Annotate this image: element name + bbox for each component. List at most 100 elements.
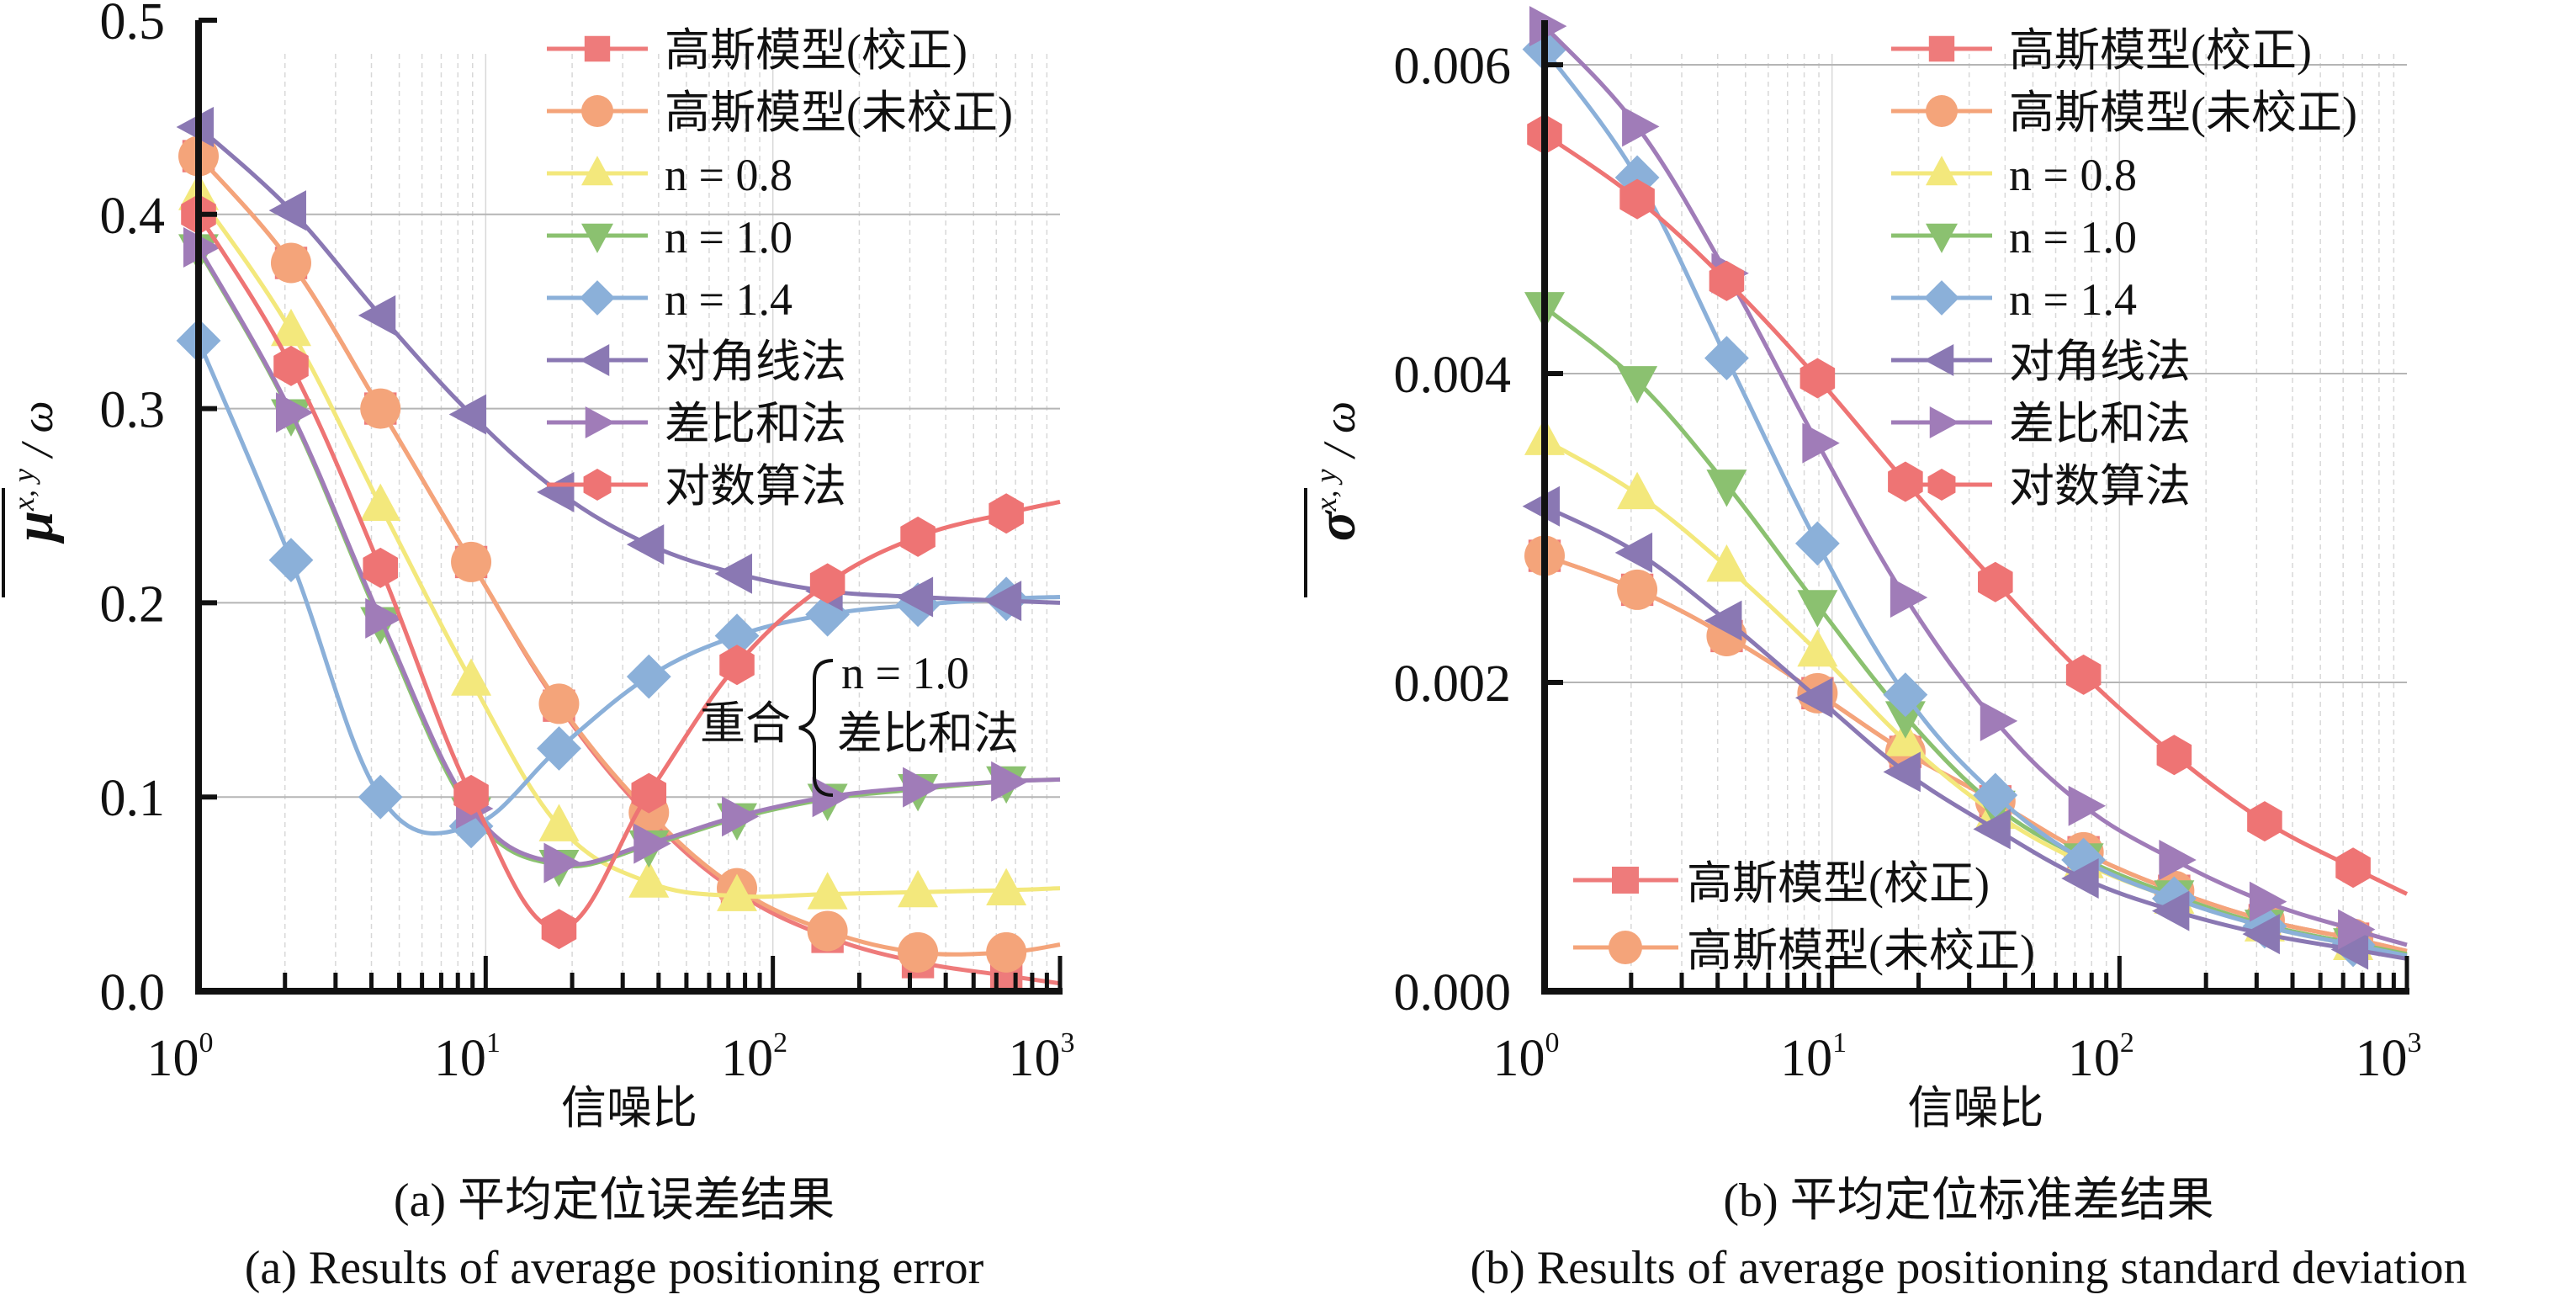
data-point-diamond — [537, 726, 581, 771]
data-point-triangle-left — [1522, 486, 1560, 527]
data-point-diamond — [714, 613, 760, 659]
legend-item: 差比和法 — [547, 399, 846, 449]
data-point-circle — [1617, 569, 1658, 610]
legend-marker-triangle-right — [585, 406, 615, 438]
data-point-triangle-right — [275, 392, 314, 433]
brace — [798, 659, 834, 797]
legend-marker-triangle-left — [1924, 344, 1954, 376]
y-tick-label: 0.3 — [100, 382, 166, 439]
legend-item: 差比和法 — [1891, 399, 2191, 449]
data-point-diamond — [626, 654, 671, 699]
series-line — [197, 154, 1061, 957]
legend-label: n = 0.8 — [665, 150, 792, 200]
series-log — [1527, 114, 2409, 896]
data-point-triangle-right — [903, 767, 941, 808]
data-point-diamond — [268, 538, 314, 583]
legend-label: 高斯模型(未校正) — [665, 88, 1013, 138]
data-point-triangle-right — [183, 227, 221, 268]
legend-item: 对数算法 — [547, 461, 846, 512]
data-point-triangle-right — [2159, 840, 2197, 881]
y-axis-suffix: / ω — [12, 401, 62, 459]
legend-marker-triangle-down — [581, 223, 613, 253]
data-point-triangle-right — [365, 597, 403, 639]
legend-label: n = 1.4 — [665, 274, 792, 325]
data-point-triangle-left — [2242, 914, 2280, 955]
legend-item: 高斯模型(未校正) — [1891, 88, 2357, 138]
series-line — [196, 248, 1061, 868]
data-point-diamond — [2061, 837, 2107, 883]
legend-marker-triangle-up — [1926, 156, 1958, 186]
data-point-hexagon — [809, 563, 845, 604]
data-point-triangle-right — [2338, 909, 2376, 950]
legend-item: n = 1.4 — [1891, 274, 2137, 325]
x-tick-label: 103 — [2356, 1027, 2422, 1087]
data-point-triangle-left — [895, 576, 934, 618]
data-point-triangle-up — [360, 483, 401, 521]
x-tick-exponent: 2 — [773, 1027, 787, 1059]
legend-marker-triangle-up — [581, 156, 613, 186]
data-point-circle — [898, 931, 939, 973]
data-point-triangle-right — [722, 796, 760, 837]
series-diagonal — [1522, 486, 2408, 970]
y-tick-label: 0.0 — [100, 964, 166, 1021]
legend-label: n = 1.0 — [665, 212, 792, 263]
legend-label: 对角线法 — [2009, 337, 2191, 387]
legend-label: 高斯模型(校正) — [665, 25, 967, 76]
data-point-triangle-left — [1704, 600, 1742, 641]
legend-marker-diamond — [580, 280, 615, 316]
series-line — [1543, 305, 2408, 957]
series-diffsum — [183, 227, 1061, 883]
data-point-triangle-right — [991, 761, 1029, 802]
data-point-circle — [986, 931, 1027, 973]
legend-marker-diamond — [1924, 280, 1959, 316]
data-point-hexagon — [2156, 735, 2192, 776]
data-point-triangle-down — [1706, 470, 1747, 507]
legend-item: n = 0.8 — [1891, 150, 2137, 200]
data-point-hexagon — [1709, 260, 1745, 301]
x-tick-exponent: 0 — [199, 1027, 214, 1059]
series-diffsum — [1529, 6, 2408, 950]
legend-item: 高斯模型(校正) — [1891, 25, 2312, 76]
data-point-triangle-up — [807, 872, 848, 910]
annotation-line-1: n = 1.0 — [841, 648, 969, 698]
x-tick-label: 102 — [721, 1027, 787, 1087]
legend-marker-triangle-right — [1929, 406, 1959, 438]
annotation-prefix: 重合 — [700, 698, 791, 749]
data-point-triangle-left — [358, 294, 396, 336]
data-point-triangle-right — [1622, 106, 1660, 147]
data-point-triangle-left — [176, 106, 214, 147]
x-tick-exponent: 1 — [1832, 1027, 1847, 1059]
data-point-triangle-left — [2330, 929, 2369, 970]
y-axis-title-text: μx, y / ω — [3, 401, 65, 544]
x-tick-label: 100 — [1493, 1027, 1560, 1087]
annotation-line-2: 差比和法 — [837, 708, 1019, 759]
data-point-triangle-left — [1973, 809, 2011, 850]
data-point-triangle-up — [1706, 544, 1747, 582]
legend-label: 对数算法 — [665, 461, 846, 512]
caption-en: (a) Results of average positioning error — [245, 1242, 984, 1294]
y-axis-title-text: σx, y / ω — [1306, 401, 1367, 541]
y-tick-label: 0.4 — [100, 188, 166, 245]
y-tick-label: 0.1 — [100, 770, 166, 827]
y-tick-label: 0.000 — [1394, 964, 1512, 1021]
series-line — [197, 154, 1061, 986]
x-tick-exponent: 0 — [1545, 1027, 1560, 1059]
data-point-hexagon — [453, 774, 489, 815]
series-group — [1522, 6, 2409, 970]
data-point-triangle-left — [983, 581, 1022, 622]
caption-en: (b) Results of average positioning stand… — [1470, 1242, 2467, 1294]
legend-marker-circle — [1926, 95, 1958, 127]
legend: 高斯模型(校正) 高斯模型(未校正) n = 0.8 n = 1.0 n = 1.4 对角… — [1573, 25, 2357, 976]
x-tick-exponent: 2 — [2120, 1027, 2134, 1059]
x-axis-title: 信噪比 — [561, 1083, 697, 1133]
data-point-triangle-right — [2068, 785, 2107, 826]
data-point-triangle-right — [1802, 422, 1840, 464]
data-point-triangle-left — [448, 394, 487, 435]
data-point-hexagon — [719, 645, 755, 686]
data-point-triangle-right — [633, 823, 671, 864]
data-point-circle — [538, 683, 580, 724]
data-point-triangle-down — [1617, 366, 1658, 404]
data-point-circle — [270, 242, 311, 284]
